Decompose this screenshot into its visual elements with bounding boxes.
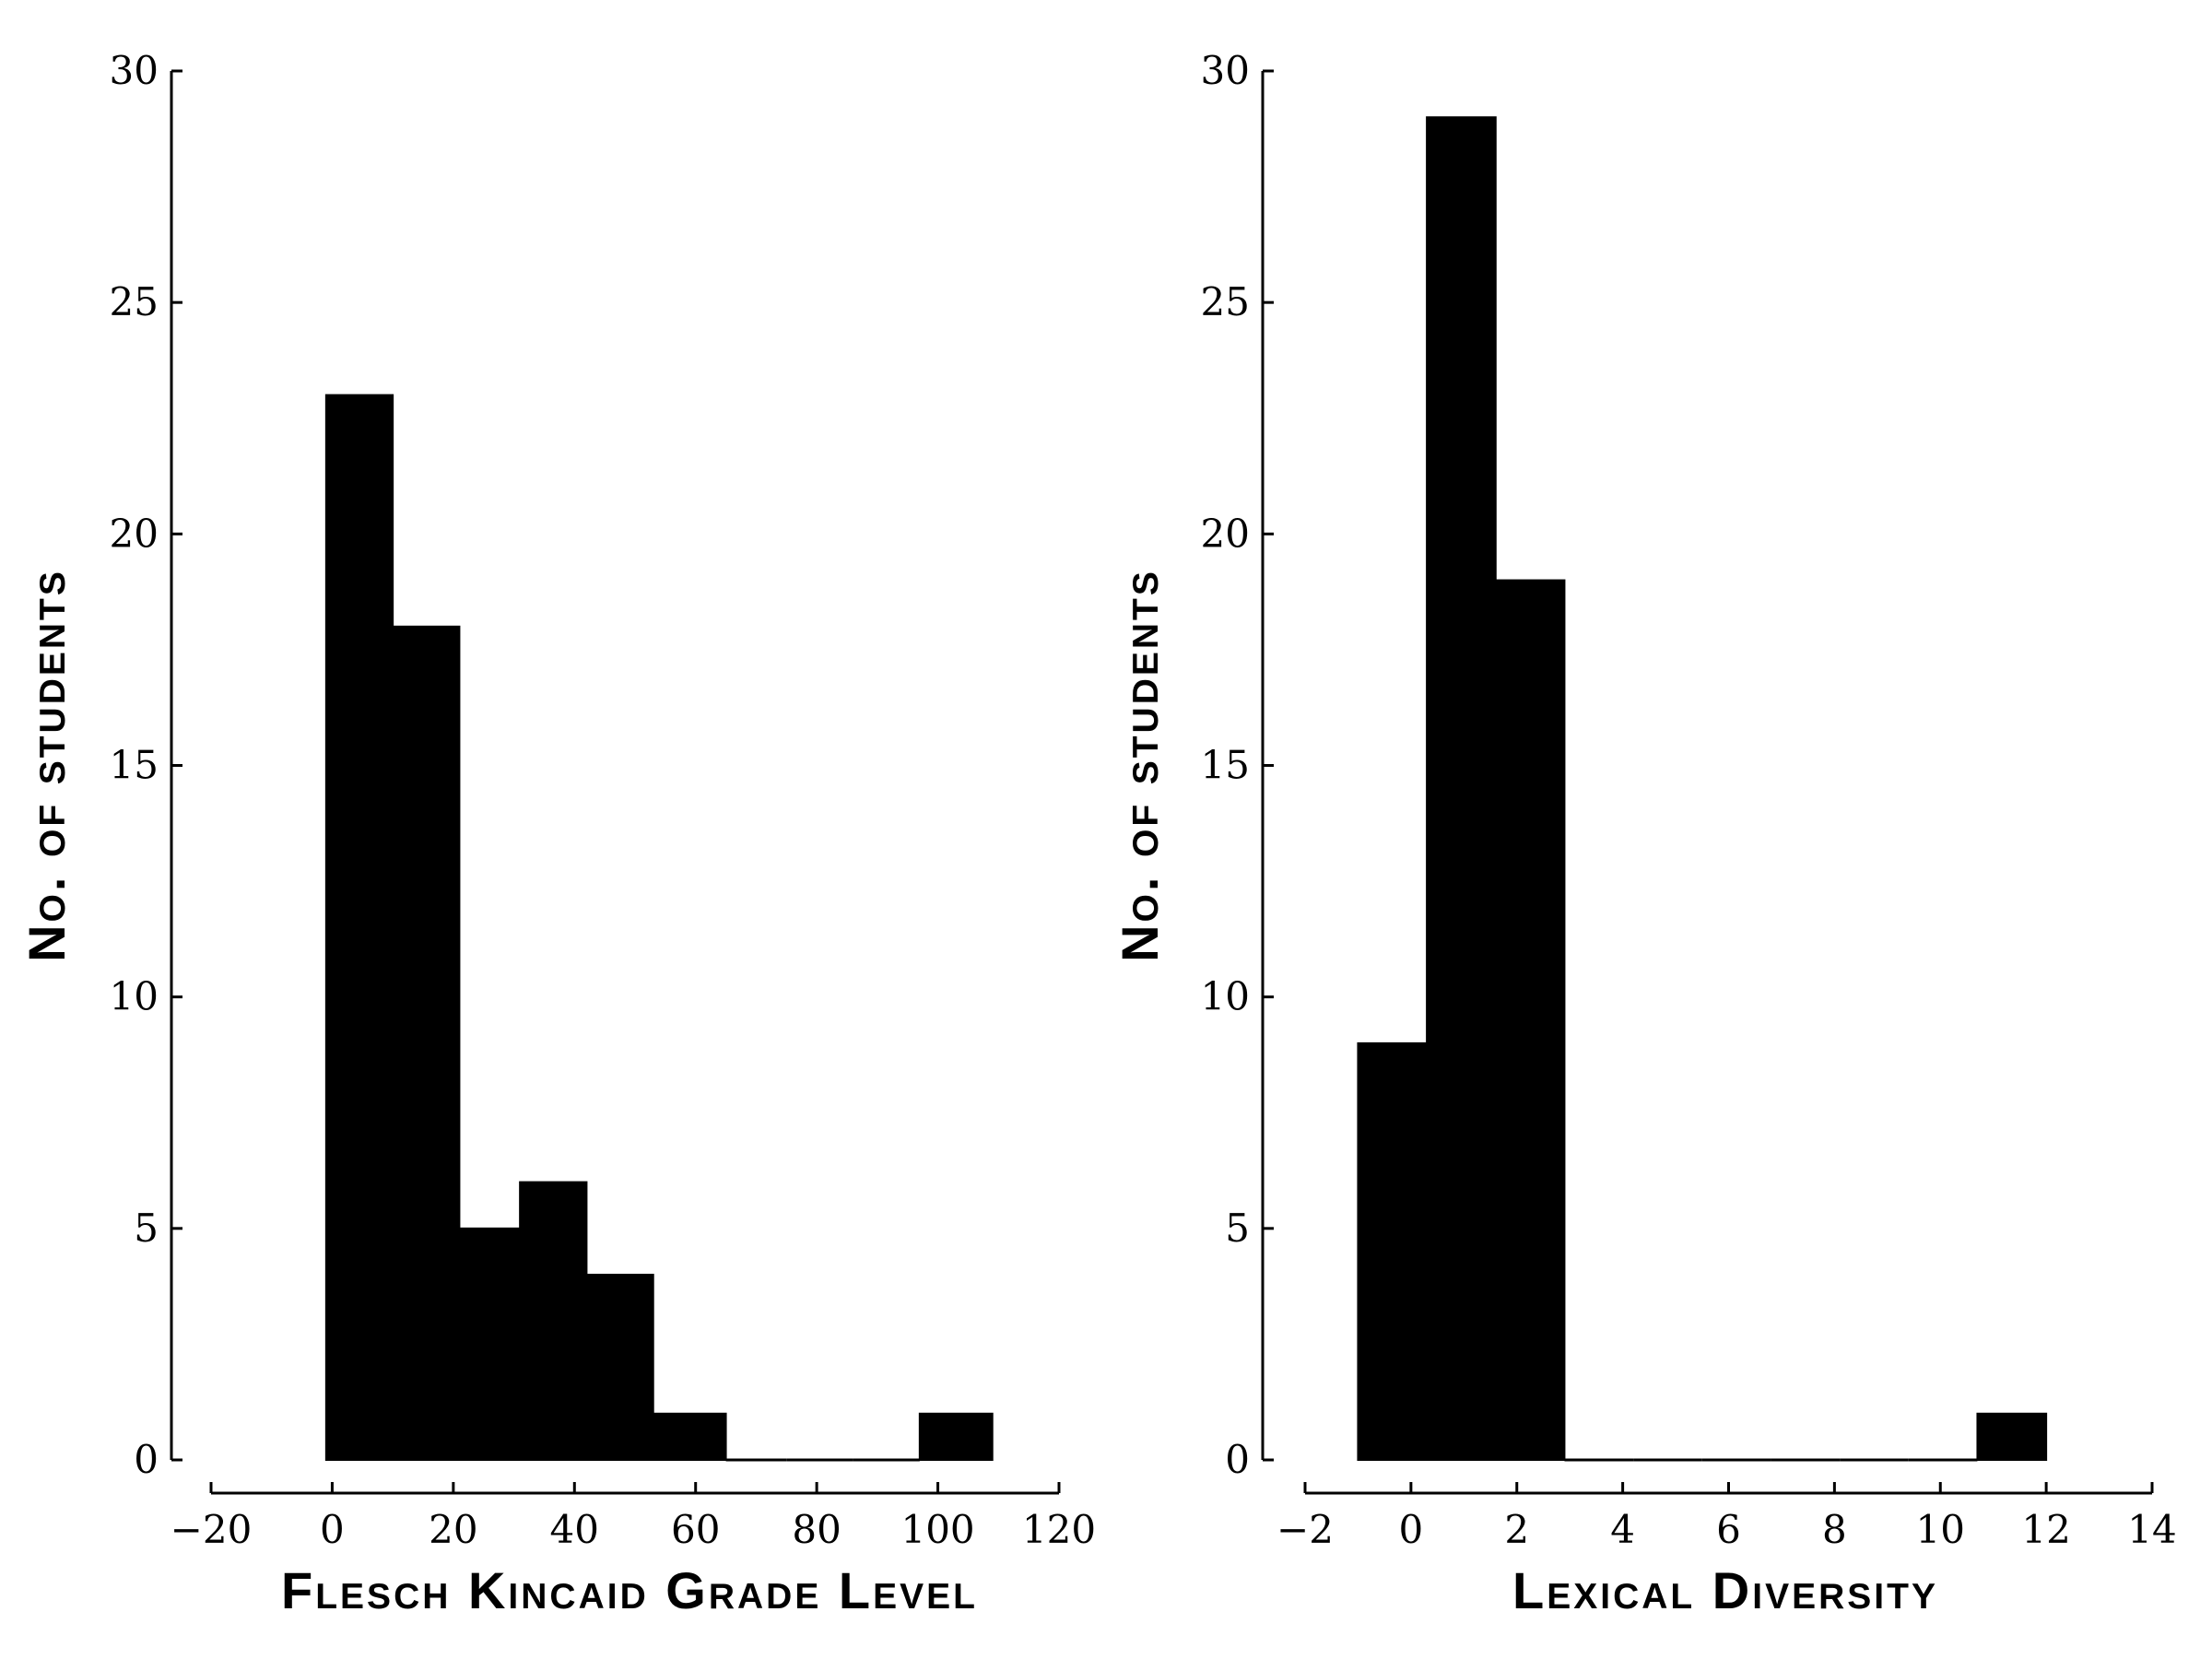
lexical-diversity-bar [1976, 1412, 2048, 1462]
flesch-kincaid-y-tick-label: 30 [110, 48, 159, 93]
flesch-kincaid-x-tick-label: 80 [792, 1507, 841, 1552]
lexical-diversity-y-tick-label: 20 [1201, 511, 1250, 556]
flesch-kincaid-x-tick-label: −20 [171, 1507, 253, 1552]
lexical-diversity-y-tick-label: 25 [1201, 279, 1250, 324]
lexical-diversity-x-tick-label: 0 [1399, 1507, 1424, 1552]
flesch-kincaid-x-tick-label: 40 [550, 1507, 599, 1552]
lexical-diversity-x-tick-label: −2 [1277, 1507, 1334, 1552]
lexical-diversity-y-axis-title: No. of students [1111, 569, 1169, 962]
lexical-diversity-y-tick-label: 0 [1225, 1437, 1250, 1482]
flesch-kincaid-x-tick-label: 100 [900, 1507, 974, 1552]
flesch-kincaid-bar [519, 1181, 588, 1461]
lexical-diversity-y-tick-label: 5 [1225, 1206, 1250, 1251]
lexical-diversity-x-tick-label: 10 [1916, 1507, 1965, 1552]
flesch-kincaid-x-tick-label: 120 [1022, 1507, 1096, 1552]
flesch-kincaid-y-axis-title: No. of students [18, 569, 76, 962]
flesch-kincaid-x-axis-title: Flesch Kincaid Grade Level [281, 1561, 978, 1619]
flesch-kincaid-bar [585, 1274, 654, 1461]
flesch-kincaid-y-tick-label: 0 [134, 1437, 159, 1482]
lexical-diversity-y-tick-label: 15 [1201, 743, 1250, 788]
lexical-diversity-bar [1357, 1041, 1429, 1462]
lexical-diversity-x-tick-label: 2 [1504, 1507, 1529, 1552]
lexical-diversity-x-tick-label: 14 [2127, 1507, 2176, 1552]
lexical-diversity-bar [1426, 116, 1497, 1462]
lexical-diversity-x-tick-label: 6 [1716, 1507, 1741, 1552]
flesch-kincaid-x-tick-label: 60 [671, 1507, 720, 1552]
lexical-diversity-histogram: 0 5 10 15 20 25 30 −2 0 2 4 6 8 10 12 14 Lexical Diversi… [1111, 48, 2177, 1619]
lexical-diversity-y-tick-label: 30 [1201, 48, 1250, 93]
flesch-kincaid-bar [392, 625, 461, 1461]
flesch-kincaid-bar [918, 1412, 994, 1462]
lexical-diversity-x-axis-title: Lexical Diversity [1512, 1561, 1938, 1619]
lexical-diversity-y-tick-label: 10 [1201, 974, 1250, 1019]
flesch-kincaid-y-tick-label: 15 [110, 743, 159, 788]
flesch-kincaid-y-tick-label: 5 [134, 1206, 159, 1251]
lexical-diversity-x-tick-label: 8 [1822, 1507, 1847, 1552]
flesch-kincaid-bar [652, 1412, 727, 1462]
lexical-diversity-bar [1494, 579, 1566, 1461]
flesch-kincaid-x-tick-label: 20 [429, 1507, 477, 1552]
lexical-diversity-x-tick-label: 12 [2021, 1507, 2070, 1552]
flesch-kincaid-bar [324, 394, 394, 1462]
flesch-kincaid-y-tick-label: 10 [110, 974, 159, 1019]
flesch-kincaid-bar [458, 1227, 522, 1462]
flesch-kincaid-histogram: 0 5 10 15 20 25 30 −20 0 20 40 60 80 100 120 Flesch Kin… [18, 48, 1096, 1619]
flesch-kincaid-x-tick-label: 0 [320, 1507, 345, 1552]
flesch-kincaid-y-tick-label: 20 [110, 511, 159, 556]
flesch-kincaid-y-tick-label: 25 [110, 279, 159, 324]
lexical-diversity-x-tick-label: 4 [1610, 1507, 1635, 1552]
